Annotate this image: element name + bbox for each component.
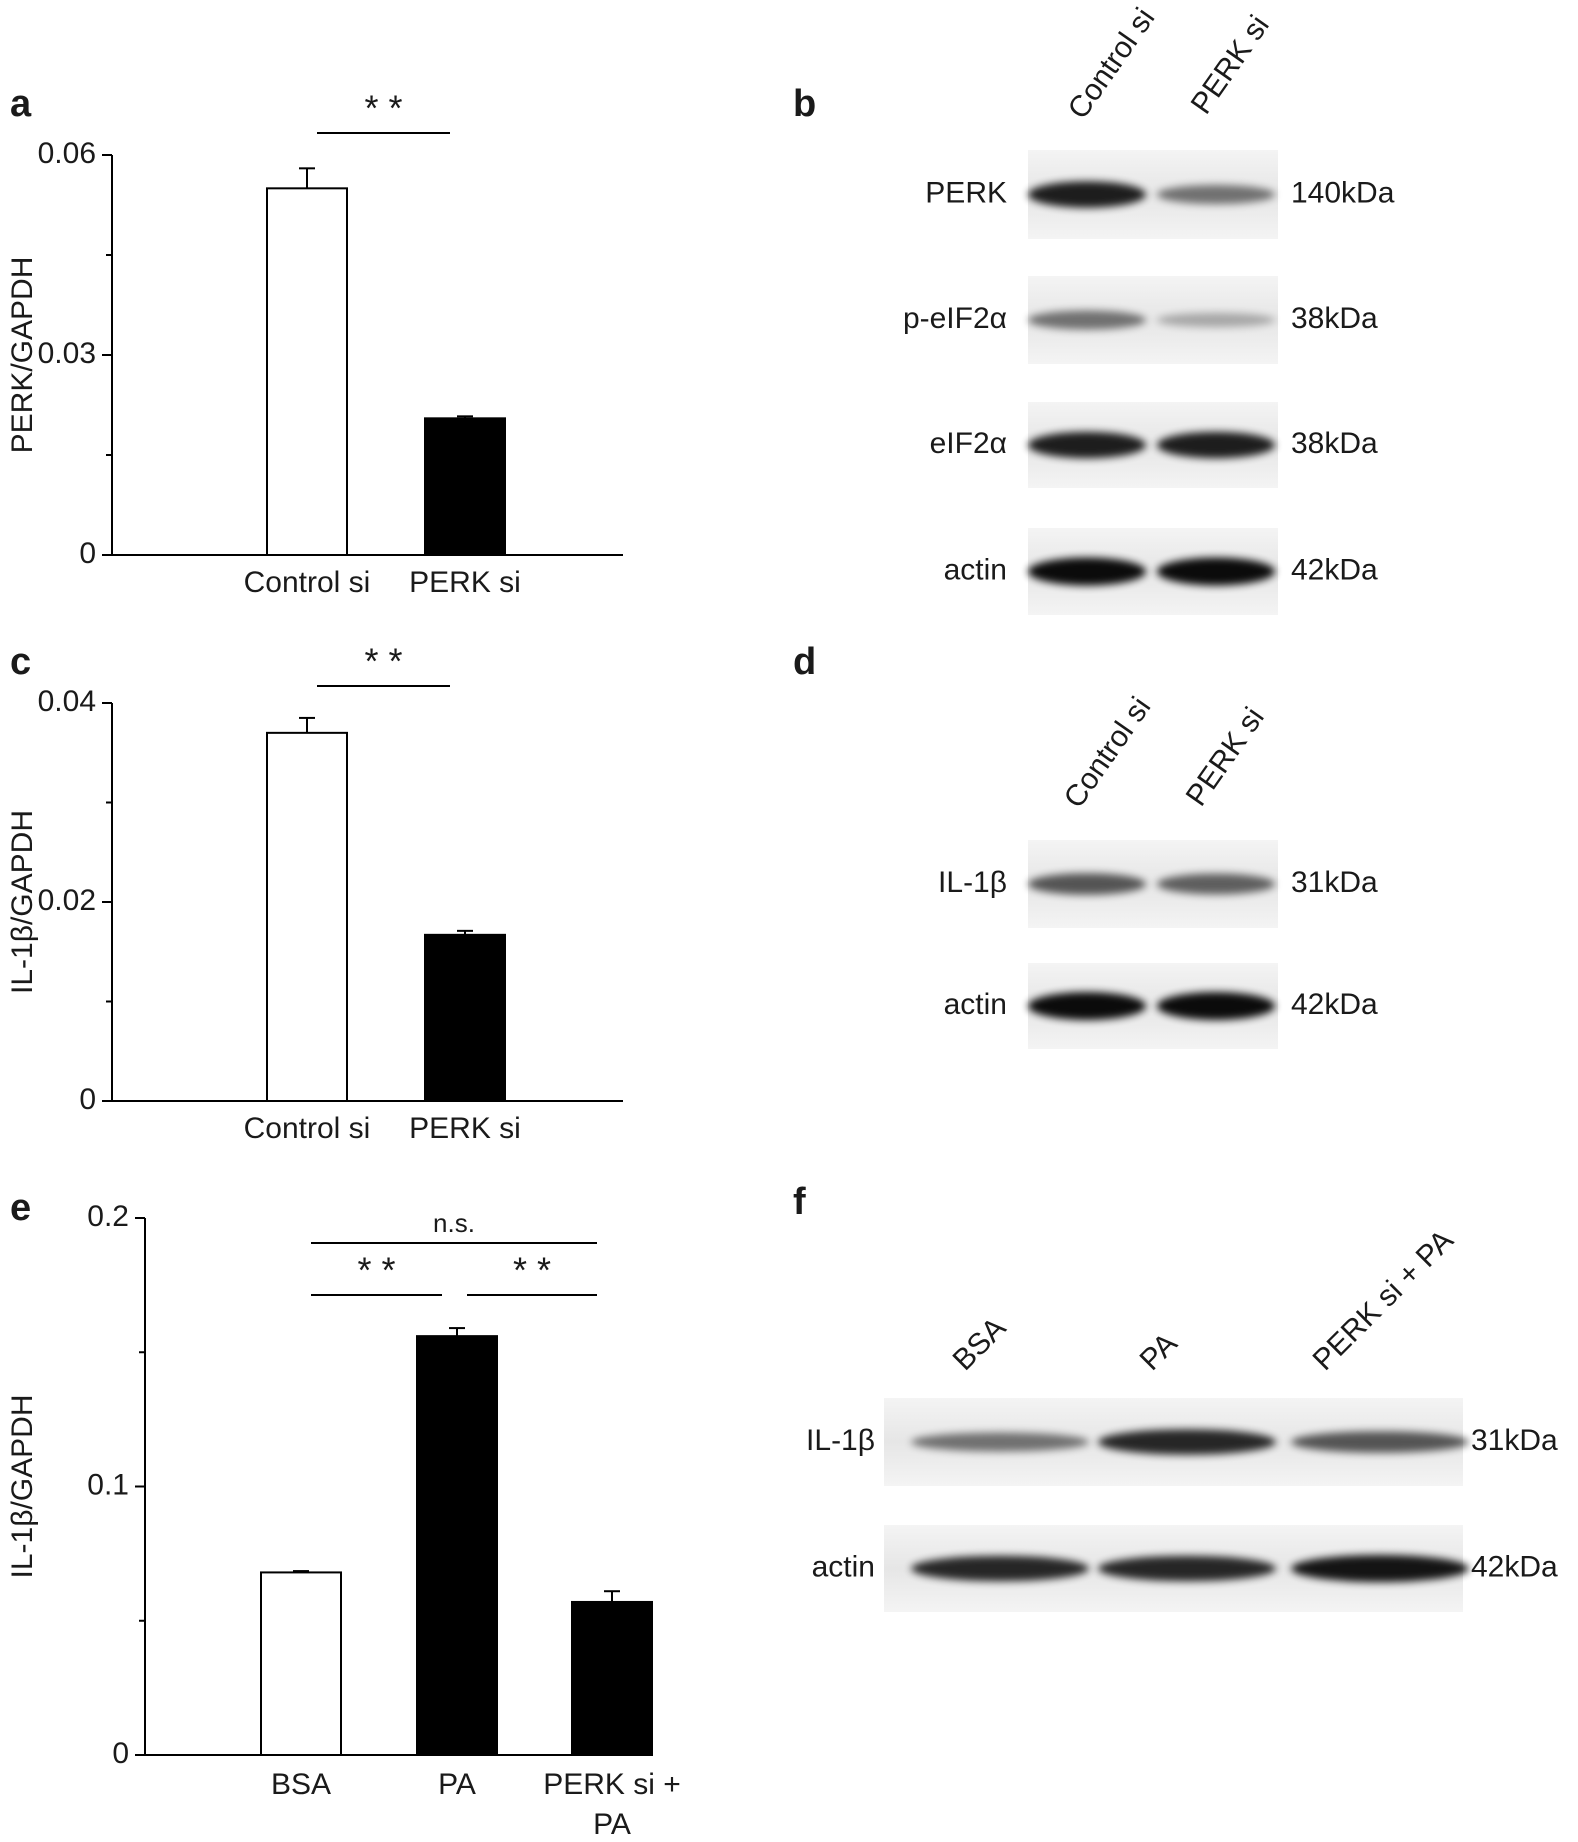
y-tick-label: 0.04 bbox=[38, 685, 96, 718]
blot-size-label: 38kDa bbox=[1291, 427, 1378, 460]
blot-row-label: PERK bbox=[925, 176, 1007, 209]
y-axis-label: IL-1β/GAPDH bbox=[6, 810, 39, 994]
blot-size-label: 38kDa bbox=[1291, 302, 1378, 335]
blot-band bbox=[1028, 557, 1146, 586]
blot-band bbox=[1028, 431, 1146, 459]
significance-label: * * bbox=[513, 1250, 551, 1291]
y-tick-label: 0 bbox=[79, 537, 96, 570]
blot-size-label: 42kDa bbox=[1471, 1550, 1558, 1583]
blot-size-label: 140kDa bbox=[1291, 176, 1395, 209]
x-tick-label: Control si bbox=[244, 566, 371, 599]
blot-band bbox=[1291, 1554, 1469, 1583]
y-tick-label: 0.1 bbox=[87, 1468, 129, 1501]
blot-size-label: 31kDa bbox=[1291, 866, 1378, 899]
lane-label: BSA bbox=[947, 1311, 1013, 1377]
blot-size-label: 42kDa bbox=[1291, 553, 1378, 586]
blot-band bbox=[1157, 992, 1275, 1020]
blot-band bbox=[1028, 992, 1146, 1020]
y-tick-label: 0 bbox=[79, 1083, 96, 1116]
y-tick-label: 0.2 bbox=[87, 1200, 129, 1233]
panel-letter: a bbox=[10, 83, 32, 125]
bar bbox=[266, 731, 348, 1102]
bar bbox=[424, 933, 506, 1103]
blot-band bbox=[911, 1432, 1089, 1452]
blot-size-label: 31kDa bbox=[1471, 1424, 1558, 1457]
blot-band bbox=[1157, 557, 1275, 586]
x-tick-label: BSA bbox=[271, 1768, 331, 1801]
blot-band bbox=[911, 1555, 1089, 1582]
bar bbox=[571, 1600, 653, 1756]
x-tick-label: PERK si bbox=[409, 1112, 521, 1145]
blot-row-label: p-eIF2α bbox=[903, 302, 1007, 335]
lane-label: PERK si + PA bbox=[1307, 1224, 1460, 1377]
blot-band bbox=[1028, 873, 1146, 895]
label-line: PERK si + bbox=[543, 1768, 681, 1801]
lane-label: PERK si bbox=[1180, 702, 1271, 812]
bar bbox=[266, 187, 348, 556]
blot-row-label: actin bbox=[812, 1550, 875, 1583]
significance-label: * * bbox=[364, 88, 402, 129]
y-axis-label: PERK/GAPDH bbox=[6, 257, 39, 454]
bar bbox=[260, 1571, 342, 1757]
blot-row-label: IL-1β bbox=[938, 866, 1007, 899]
lane-label: PA bbox=[1134, 1327, 1184, 1377]
panel-letter: c bbox=[10, 641, 31, 683]
significance-label: n.s. bbox=[433, 1208, 475, 1238]
blot-size-label: 42kDa bbox=[1291, 988, 1378, 1021]
blot-band bbox=[1028, 310, 1146, 330]
label-line: PA bbox=[593, 1808, 631, 1841]
y-tick-label: 0.02 bbox=[38, 884, 96, 917]
blot-row-label: eIF2α bbox=[930, 427, 1007, 460]
blot-band bbox=[1028, 181, 1146, 208]
blot-band bbox=[1157, 431, 1275, 459]
lane-label: Control si bbox=[1062, 2, 1162, 125]
blot-band bbox=[1157, 873, 1275, 895]
panel-letter: b bbox=[793, 83, 816, 125]
blot-band bbox=[1098, 1429, 1276, 1455]
blot-band bbox=[1291, 1431, 1469, 1453]
panel-letter: d bbox=[793, 641, 816, 683]
blot-row-label: IL-1β bbox=[806, 1424, 875, 1457]
blot-row-label: actin bbox=[944, 988, 1007, 1021]
blot-row-label: actin bbox=[944, 553, 1007, 586]
y-axis-label: IL-1β/GAPDH bbox=[6, 1395, 39, 1579]
bar bbox=[416, 1335, 498, 1756]
lane-label: PERK si bbox=[1185, 10, 1276, 120]
x-tick-label: PA bbox=[438, 1768, 476, 1801]
y-tick-label: 0.06 bbox=[38, 137, 96, 170]
blot-band bbox=[1157, 312, 1275, 328]
x-tick-label: Control si bbox=[244, 1112, 371, 1145]
y-tick-label: 0 bbox=[112, 1737, 129, 1770]
bar bbox=[424, 417, 506, 557]
blot-band bbox=[1157, 184, 1275, 205]
panel-letter: e bbox=[10, 1187, 31, 1229]
lane-label: Control si bbox=[1058, 691, 1158, 814]
significance-label: * * bbox=[357, 1250, 395, 1291]
x-tick-label: PERK si bbox=[409, 566, 521, 599]
x-tick-label: PERK si + PA bbox=[543, 1768, 681, 1841]
panel-letter: f bbox=[793, 1181, 806, 1223]
significance-label: * * bbox=[364, 641, 402, 682]
blot-band bbox=[1098, 1555, 1276, 1582]
y-tick-label: 0.03 bbox=[38, 337, 96, 370]
